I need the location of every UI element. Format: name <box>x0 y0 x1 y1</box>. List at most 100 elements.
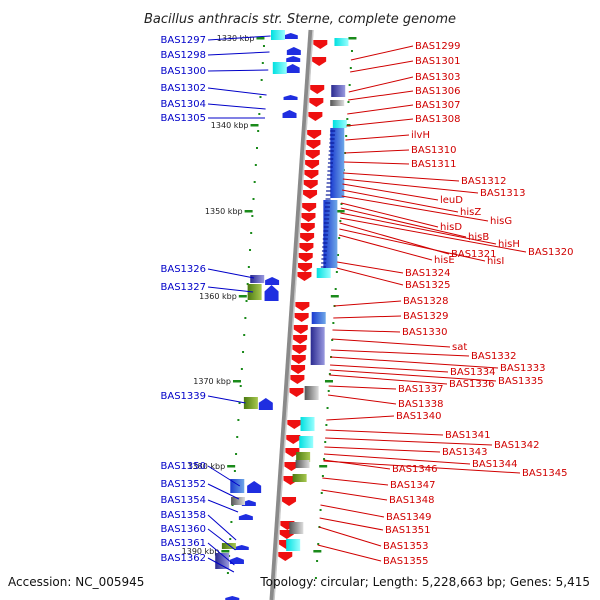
gene-label-bas1299[interactable]: BAS1299 <box>415 41 461 52</box>
reverse-gene-arrow <box>312 57 327 66</box>
gene-label-bas1353[interactable]: BAS1353 <box>383 541 429 552</box>
gene-label-bas1361[interactable]: BAS1361 <box>161 538 207 549</box>
gene-label-bas1300[interactable]: BAS1300 <box>161 66 207 77</box>
gene-label-hisg[interactable]: hisG <box>490 216 512 227</box>
reverse-gene-box <box>299 436 314 448</box>
gene-stripe <box>324 210 330 212</box>
gene-label-bas1340[interactable]: BAS1340 <box>396 411 442 422</box>
gene-label-bas1337[interactable]: BAS1337 <box>398 384 444 395</box>
gene-label-bas1360[interactable]: BAS1360 <box>161 524 207 535</box>
gene-label-bas1310[interactable]: BAS1310 <box>411 145 457 156</box>
label-leader <box>330 356 499 369</box>
gene-label-bas1362[interactable]: BAS1362 <box>161 553 207 564</box>
reverse-gene-box <box>286 539 301 551</box>
gene-stripe <box>326 186 332 188</box>
label-leader <box>325 429 444 436</box>
minor-tick <box>240 368 243 370</box>
gene-label-bas1335[interactable]: BAS1335 <box>498 376 544 387</box>
minor-tick <box>337 254 340 256</box>
gene-label-bas1330[interactable]: BAS1330 <box>402 327 448 338</box>
gene-label-bas1351[interactable]: BAS1351 <box>385 525 431 536</box>
gene-label-bas1338[interactable]: BAS1338 <box>398 399 444 410</box>
gene-label-bas1346[interactable]: BAS1346 <box>392 464 438 475</box>
label-leader <box>207 51 270 56</box>
gene-label-leud[interactable]: leuD <box>440 195 463 206</box>
minor-tick <box>260 79 263 81</box>
gene-label-bas1341[interactable]: BAS1341 <box>445 430 491 441</box>
label-leader <box>323 459 391 470</box>
gene-label-bas1339[interactable]: BAS1339 <box>161 391 207 402</box>
gene-label-bas1328[interactable]: BAS1328 <box>403 296 449 307</box>
gene-label-hish[interactable]: hisH <box>498 239 520 250</box>
reverse-gene-box <box>330 128 345 198</box>
gene-label-sat[interactable]: sat <box>452 342 467 353</box>
gene-label-hisz[interactable]: hisZ <box>460 207 481 218</box>
gene-label-bas1348[interactable]: BAS1348 <box>389 495 435 506</box>
gene-label-bas1358[interactable]: BAS1358 <box>161 510 207 521</box>
gene-label-bas1347[interactable]: BAS1347 <box>390 480 436 491</box>
reverse-gene-box <box>330 100 345 106</box>
gene-label-bas1329[interactable]: BAS1329 <box>403 311 449 322</box>
gene-label-bas1311[interactable]: BAS1311 <box>411 159 457 170</box>
reverse-gene-box <box>311 312 326 324</box>
gene-label-bas1326[interactable]: BAS1326 <box>161 264 207 275</box>
gene-label-bas1298[interactable]: BAS1298 <box>161 50 207 61</box>
gene-label-bas1354[interactable]: BAS1354 <box>161 495 207 506</box>
gene-label-bas1344[interactable]: BAS1344 <box>472 459 518 470</box>
gene-label-bas1342[interactable]: BAS1342 <box>494 440 540 451</box>
gene-label-bas1324[interactable]: BAS1324 <box>405 268 451 279</box>
gene-label-hisd[interactable]: hisD <box>440 222 462 233</box>
minor-tick <box>339 220 342 222</box>
label-leader <box>321 489 388 501</box>
label-leader <box>331 338 451 348</box>
gene-stripe <box>323 230 329 232</box>
forward-gene-arrow <box>283 95 298 100</box>
gene-label-hisb[interactable]: hisB <box>468 232 489 243</box>
gene-label-bas1304[interactable]: BAS1304 <box>161 99 207 110</box>
gene-label-bas1325[interactable]: BAS1325 <box>405 280 451 291</box>
gene-label-bas1345[interactable]: BAS1345 <box>522 468 568 479</box>
gene-label-bas1349[interactable]: BAS1349 <box>386 512 432 523</box>
gene-label-bas1305[interactable]: BAS1305 <box>161 113 207 124</box>
gene-label-bas1320[interactable]: BAS1320 <box>528 247 574 258</box>
gene-stripe <box>323 226 329 228</box>
gene-label-bas1332[interactable]: BAS1332 <box>471 351 517 362</box>
gene-label-bas1301[interactable]: BAS1301 <box>415 56 461 67</box>
reverse-gene-arrow <box>307 130 322 139</box>
forward-gene-arrow <box>286 56 301 62</box>
gene-label-bas1307[interactable]: BAS1307 <box>415 100 461 111</box>
label-leader <box>331 349 470 357</box>
gene-label-bas1327[interactable]: BAS1327 <box>161 282 207 293</box>
forward-gene-arrow <box>225 596 240 600</box>
label-leader <box>336 267 404 286</box>
gene-label-ilvh[interactable]: ilvH <box>411 130 430 141</box>
label-leader <box>332 329 401 333</box>
gene-label-bas1333[interactable]: BAS1333 <box>500 363 546 374</box>
gene-label-bas1297[interactable]: BAS1297 <box>161 35 207 46</box>
minor-tick <box>258 113 261 115</box>
gene-label-bas1334[interactable]: BAS1334 <box>450 367 496 378</box>
gene-label-bas1352[interactable]: BAS1352 <box>161 479 207 490</box>
gene-label-bas1308[interactable]: BAS1308 <box>415 114 461 125</box>
reverse-gene-arrow <box>300 223 315 232</box>
label-leader <box>207 483 240 500</box>
gene-label-hise[interactable]: hisE <box>434 255 455 266</box>
gene-label-bas1312[interactable]: BAS1312 <box>461 176 507 187</box>
minor-tick <box>338 237 341 239</box>
gene-label-bas1306[interactable]: BAS1306 <box>415 86 461 97</box>
gene-label-bas1321[interactable]: BAS1321 <box>451 249 497 260</box>
gene-label-bas1303[interactable]: BAS1303 <box>415 72 461 83</box>
reverse-gene-box <box>295 460 310 468</box>
gene-label-hisi[interactable]: hisI <box>487 256 504 267</box>
gene-label-bas1302[interactable]: BAS1302 <box>161 83 207 94</box>
label-leader <box>325 437 493 446</box>
gene-label-bas1336[interactable]: BAS1336 <box>449 379 495 390</box>
gene-label-bas1313[interactable]: BAS1313 <box>480 188 526 199</box>
gene-label-bas1343[interactable]: BAS1343 <box>442 447 488 458</box>
label-leader <box>327 394 397 405</box>
gene-label-bas1350[interactable]: BAS1350 <box>161 461 207 472</box>
label-leader <box>326 415 395 421</box>
gene-stripe <box>323 222 329 224</box>
gene-label-bas1355[interactable]: BAS1355 <box>383 556 429 567</box>
